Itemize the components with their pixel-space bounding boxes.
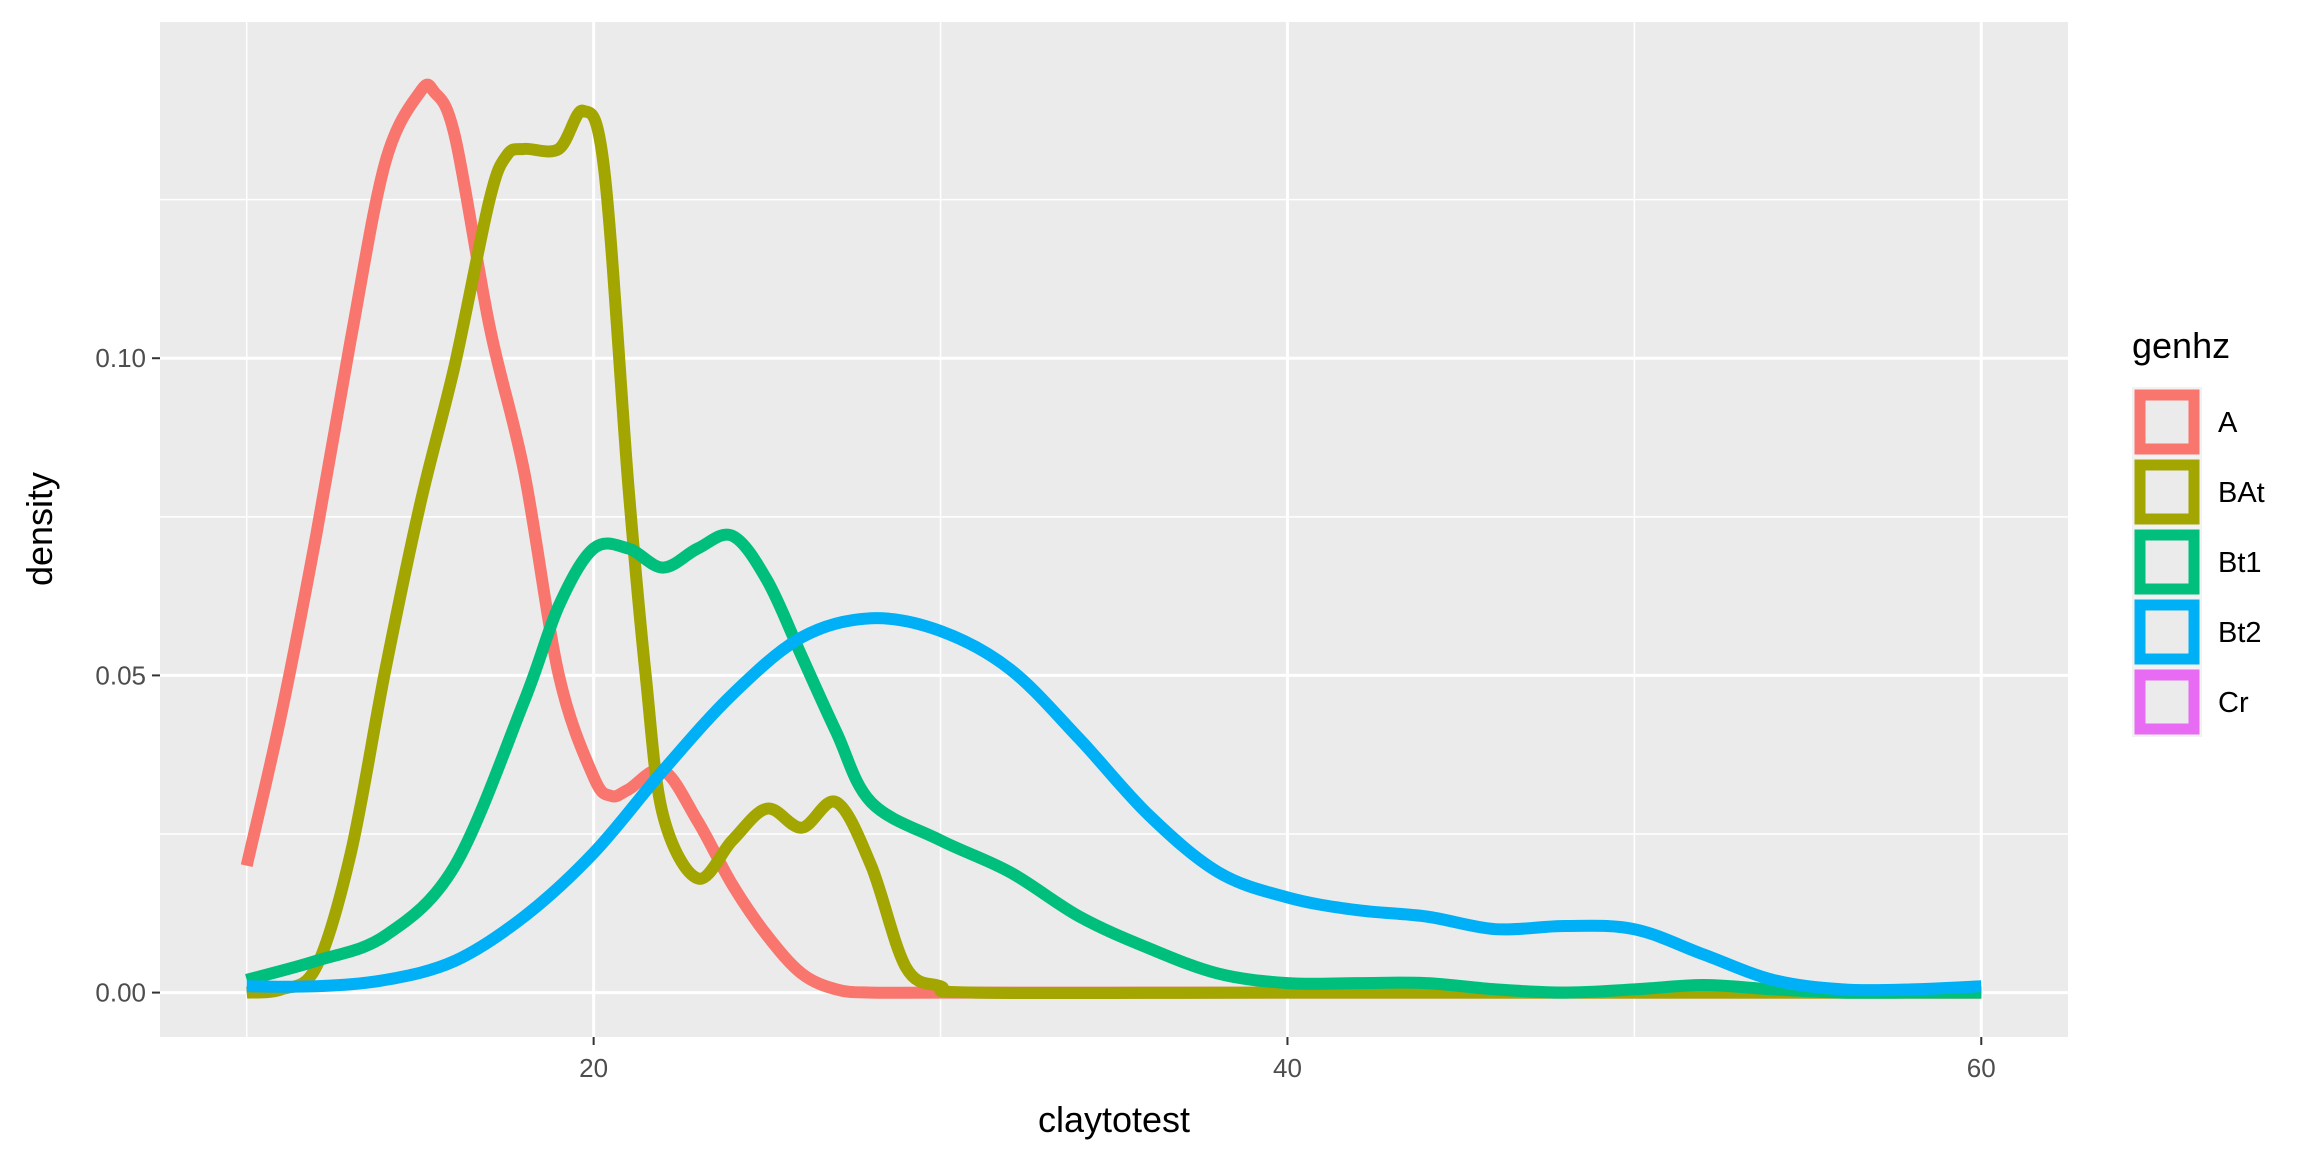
series-line-bt1 bbox=[245, 528, 1982, 999]
legend-label-a: A bbox=[2218, 407, 2238, 439]
x-tick-label: 20 bbox=[579, 1053, 608, 1083]
legend-label-bat: BAt bbox=[2218, 477, 2265, 509]
y-tick-label: 0.05 bbox=[95, 660, 146, 690]
legend-key-a bbox=[2134, 389, 2200, 455]
legend-key-bat bbox=[2134, 459, 2200, 525]
legend-label-cr: Cr bbox=[2218, 687, 2249, 719]
y-axis-title: density bbox=[19, 472, 60, 586]
legend-title: genhz bbox=[2132, 325, 2230, 366]
x-axis: 20 40 60 bbox=[579, 1037, 1996, 1083]
legend-label-bt1: Bt1 bbox=[2218, 547, 2262, 579]
legend-key-cr bbox=[2134, 669, 2200, 735]
x-axis-title: claytotest bbox=[1038, 1099, 1190, 1140]
legend-key-bt1 bbox=[2134, 529, 2200, 595]
y-axis: 0.00 0.05 0.10 bbox=[95, 343, 160, 1008]
series-line-bt2 bbox=[246, 612, 1982, 997]
legend: genhz A BAt Bt1 Bt2 Cr bbox=[2132, 325, 2265, 737]
density-series bbox=[240, 78, 1982, 1000]
x-tick-label: 60 bbox=[1967, 1053, 1996, 1083]
x-tick-label: 40 bbox=[1273, 1053, 1302, 1083]
plot-panel bbox=[160, 22, 2068, 1037]
legend-key-bt2 bbox=[2134, 599, 2200, 665]
legend-label-bt2: Bt2 bbox=[2218, 617, 2262, 649]
y-tick-label: 0.00 bbox=[95, 978, 146, 1008]
y-tick-label: 0.10 bbox=[95, 343, 146, 373]
series-line-bat bbox=[246, 104, 1982, 1000]
minor-gridlines bbox=[160, 22, 2068, 1037]
